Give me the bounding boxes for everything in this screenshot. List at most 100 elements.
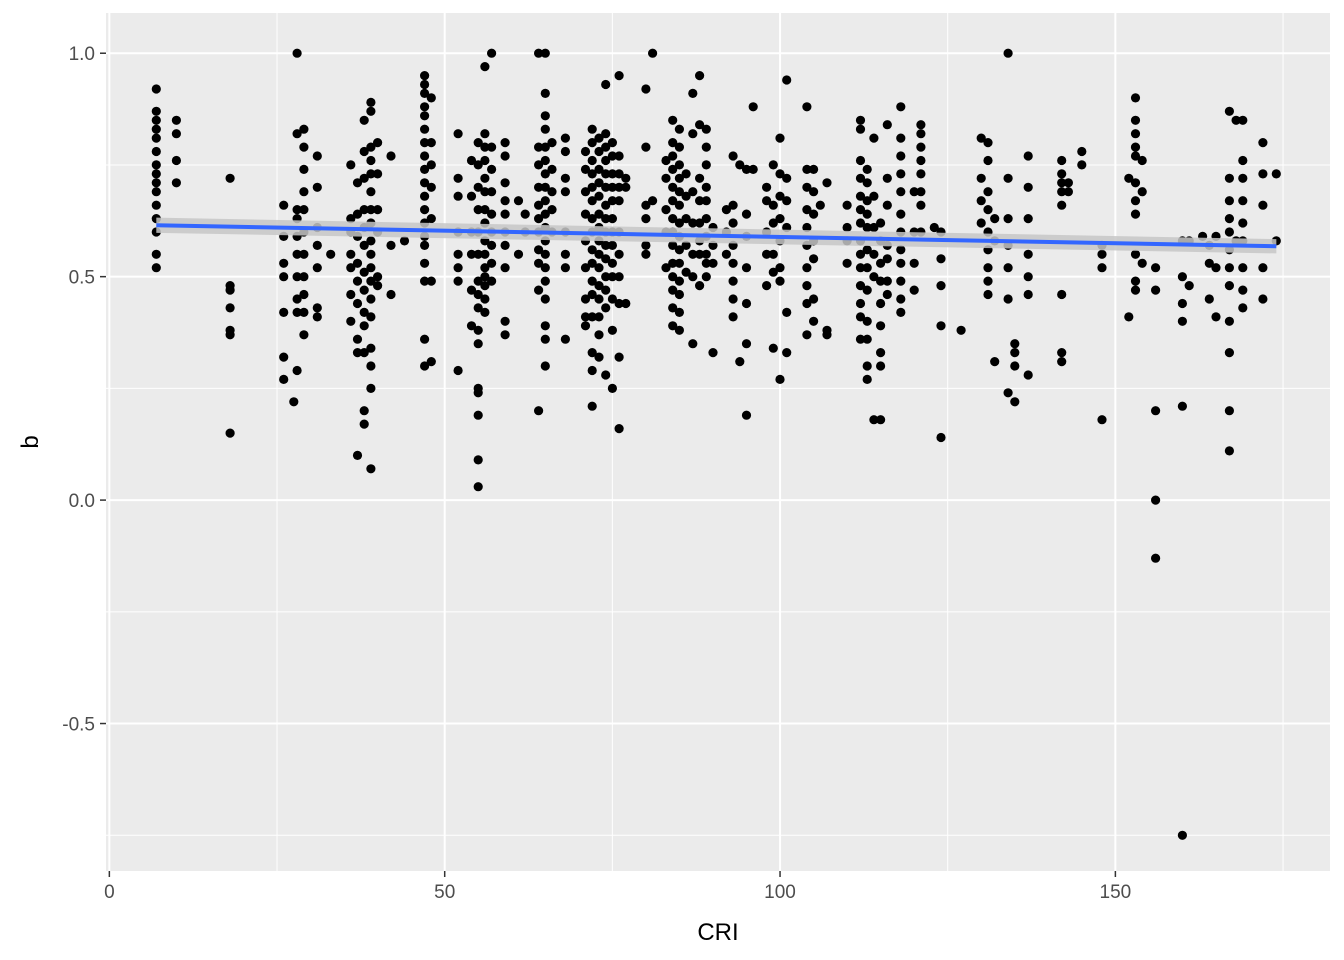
data-point xyxy=(587,169,597,179)
data-point xyxy=(882,276,892,286)
data-point xyxy=(674,276,685,286)
data-point xyxy=(668,151,678,161)
data-point xyxy=(668,138,678,148)
data-point xyxy=(473,482,483,492)
data-point xyxy=(426,214,436,224)
data-point xyxy=(540,48,550,58)
data-point xyxy=(1224,227,1234,237)
data-point xyxy=(701,160,711,170)
data-point xyxy=(695,196,705,206)
data-point xyxy=(668,164,678,174)
data-point xyxy=(1224,196,1234,206)
data-point xyxy=(534,245,544,255)
data-point xyxy=(1097,263,1107,273)
data-point xyxy=(426,93,436,103)
data-point xyxy=(869,249,879,259)
data-point xyxy=(661,205,671,215)
data-point xyxy=(641,142,651,152)
data-point xyxy=(869,191,879,201)
trend-line xyxy=(156,223,1277,249)
data-point xyxy=(480,62,490,72)
data-point xyxy=(768,200,778,210)
data-point xyxy=(420,361,430,371)
data-point xyxy=(1130,276,1141,286)
data-point xyxy=(151,146,161,157)
data-point xyxy=(862,178,872,188)
data-point xyxy=(487,187,497,197)
data-point xyxy=(473,205,483,215)
data-point xyxy=(1151,495,1161,505)
data-point xyxy=(1211,263,1221,273)
data-point xyxy=(607,169,618,179)
data-point xyxy=(151,133,161,143)
data-point xyxy=(420,71,430,81)
data-point xyxy=(721,205,732,215)
data-point xyxy=(607,294,618,304)
data-point xyxy=(909,285,919,295)
data-point xyxy=(292,307,302,317)
data-point xyxy=(487,276,497,286)
data-point xyxy=(802,263,812,273)
data-point xyxy=(466,155,477,166)
data-point xyxy=(1130,129,1141,139)
data-point xyxy=(466,285,477,295)
data-point xyxy=(681,267,691,277)
data-point xyxy=(855,249,866,259)
data-point xyxy=(540,88,550,98)
data-point xyxy=(480,281,490,291)
data-point xyxy=(480,205,490,215)
data-point xyxy=(735,160,745,170)
data-point xyxy=(151,200,161,210)
data-point xyxy=(862,196,872,206)
data-point xyxy=(1151,553,1161,563)
data-point xyxy=(540,294,550,304)
data-point xyxy=(547,164,557,174)
data-point xyxy=(1238,285,1248,295)
data-point xyxy=(1137,258,1147,268)
data-point xyxy=(500,209,510,219)
data-point xyxy=(876,321,886,331)
data-point xyxy=(1258,138,1268,148)
data-point xyxy=(1057,155,1067,166)
data-point xyxy=(695,218,705,228)
data-point xyxy=(855,263,866,273)
data-point xyxy=(721,249,732,259)
data-point xyxy=(896,294,906,304)
data-point xyxy=(855,281,866,291)
data-point xyxy=(346,160,356,170)
data-point xyxy=(876,415,886,425)
data-point xyxy=(547,187,557,197)
data-point xyxy=(1231,115,1241,125)
data-point xyxy=(352,178,363,188)
data-point xyxy=(420,164,430,174)
data-point xyxy=(601,129,611,139)
data-point xyxy=(681,214,691,224)
data-point xyxy=(695,120,705,130)
data-point xyxy=(695,281,705,291)
data-point xyxy=(540,111,550,121)
data-point xyxy=(681,240,691,250)
data-point xyxy=(292,365,302,376)
data-point xyxy=(480,263,490,273)
data-point xyxy=(614,424,624,434)
data-point xyxy=(580,312,591,322)
data-point xyxy=(1057,357,1067,367)
data-point xyxy=(1177,316,1187,326)
data-point xyxy=(802,205,812,215)
data-point xyxy=(1010,361,1020,371)
data-point xyxy=(151,115,161,125)
data-point xyxy=(540,182,550,192)
data-point xyxy=(352,298,363,309)
data-point xyxy=(1238,263,1248,273)
data-point xyxy=(741,263,752,273)
data-point xyxy=(500,316,510,326)
y-tick-label: 0.0 xyxy=(69,491,95,512)
data-point xyxy=(560,133,571,143)
data-point xyxy=(668,240,678,250)
data-point xyxy=(855,191,866,201)
data-point xyxy=(661,155,671,166)
data-point xyxy=(614,352,624,362)
data-point xyxy=(473,138,483,148)
data-point xyxy=(1224,173,1234,183)
data-point xyxy=(587,182,597,192)
